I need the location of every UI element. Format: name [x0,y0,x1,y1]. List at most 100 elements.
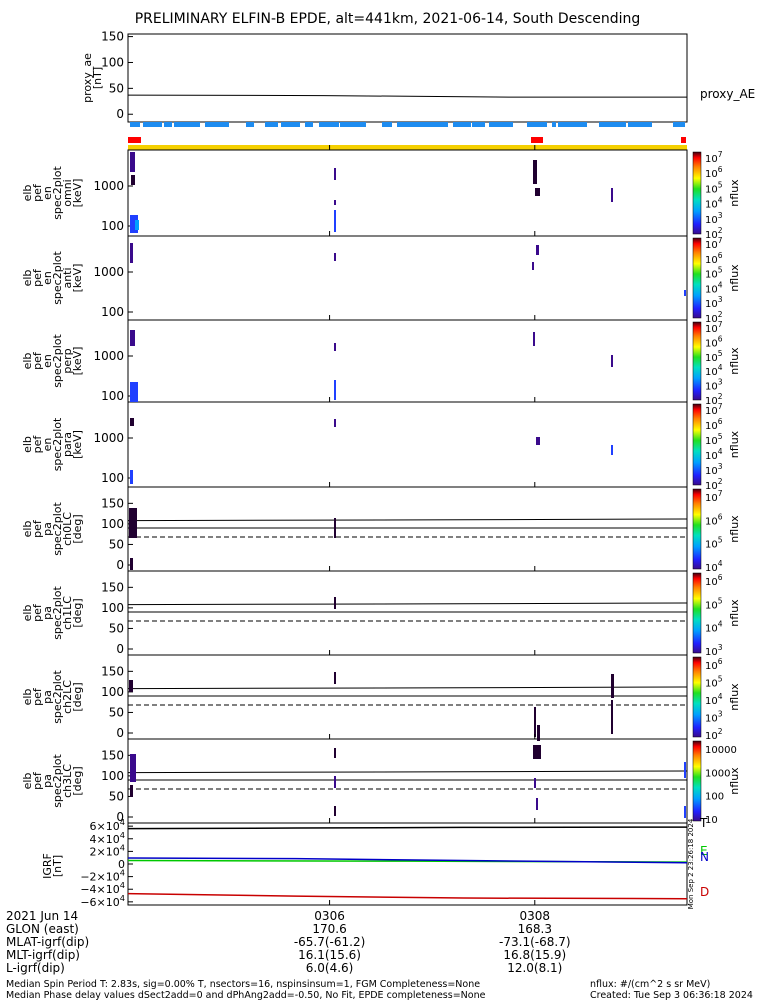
spec_para-colorbar-label: 102 [705,477,723,492]
pa_ch3-ytick-label: 150 [101,748,124,762]
pa_ch3-colorbar-label: 10000 [705,745,737,756]
spec_omni-colorbar-label: 102 [705,226,723,241]
pa_ch0-ytick-label: 0 [116,558,124,572]
ae-coverage-bar [281,122,300,127]
spec_omni-colorbar-label: 106 [705,165,723,180]
ae-coverage-bar [628,122,652,127]
footer-line-3: nflux: #/(cm^2 s sr MeV) [590,979,711,990]
flux-streak [130,382,138,402]
pa_ch1-colorbar-label: 106 [705,573,723,588]
x-row-label: 2021 Jun 14 [6,909,78,923]
spec_anti-ylabel: elbpefenspec2plotanti[keV] [21,251,84,305]
pa_ch2-ytick-label: 150 [101,664,124,678]
pa_ch2-ytick-label: 0 [116,726,124,740]
pa_ch2-colorbar-title: nflux [728,683,741,711]
proxy-ae-frame [127,33,688,123]
x-row-label: MLAT-igrf(dip) [6,935,89,949]
spec_omni-colorbar-label: 107 [705,150,723,165]
red-marker-bar [681,137,686,143]
spec_anti-ytick-label: 1000 [93,265,124,279]
pa_ch2-colorbar-label: 103 [705,710,723,725]
flux-streak [684,806,686,818]
flux-streak [534,778,536,788]
flux-streak [334,597,336,609]
ae-coverage-bar [489,122,513,127]
pa_ch0-colorbar-label: 106 [705,512,723,527]
ae-coverage-bar [246,122,254,127]
pa_ch0-colorbar-label: 104 [705,559,723,574]
flux-streak [334,518,336,538]
pa_ch2-colorbar-label: 104 [705,692,723,707]
plot-title: PRELIMINARY ELFIN-B EPDE, alt=441km, 202… [134,11,641,27]
pa_ch1-ytick-label: 100 [101,601,124,615]
pa_ch3-colorbar [692,740,702,822]
flux-streak [535,188,540,196]
pa_ch1-ytick-label: 0 [116,642,124,656]
flux-streak [334,343,336,351]
flux-streak [334,806,336,816]
pa_ch0-colorbar-label: 105 [705,536,723,551]
flux-streak [533,745,541,759]
ae-coverage-bar [143,122,162,127]
igrf-series-D [127,892,688,900]
x-tick-value: 16.1(15.6) [298,948,361,962]
flux-streak [536,798,538,810]
flux-streak [537,725,540,741]
flux-streak [334,776,336,788]
igrf-series-T [127,826,688,830]
igrf-legend-T: T [699,816,708,830]
x-tick-value: 12.0(8.1) [507,961,562,975]
proxy-ae-line [127,94,687,98]
pa_ch3-ytick-label: 0 [116,810,124,824]
ae-coverage-bar [205,122,229,127]
flux-streak [611,188,613,202]
spec_para-ytick-label: 1000 [93,431,124,445]
flux-streak [130,785,133,797]
ae-coverage-bar [319,122,339,127]
flux-streak [131,175,135,185]
x-tick-value: 170.6 [312,922,346,936]
pa_ch1-antilosscone-line [127,602,688,606]
spec_omni-colorbar-title: nflux [728,179,741,207]
proxy-ae-ytick-label: 0 [116,107,124,121]
flux-streak [130,558,133,570]
pa_ch3-colorbar-label: 100 [705,792,724,803]
flux-streak [135,220,139,230]
pa_ch3-colorbar-label: 10 [705,815,718,826]
igrf-ytick-label: 4×104 [90,830,125,846]
x-tick-value: -73.1(-68.7) [499,935,570,949]
x-tick-value: 0308 [520,909,551,923]
flux-streak [130,215,138,233]
flux-streak [130,754,136,782]
igrf-legend-N: N [700,850,709,864]
pa_ch2-ytick-label: 100 [101,685,124,699]
flux-streak [334,200,336,205]
flux-streak [129,508,137,538]
ae-coverage-bar [174,122,200,127]
ae-coverage-bar [164,122,172,127]
spec_anti-frame [127,235,688,321]
pa_ch1-colorbar-title: nflux [728,599,741,627]
ae-coverage-bar [472,122,485,127]
spec_perp-colorbar-label: 103 [705,378,723,393]
pa_ch3-ytick-label: 50 [109,789,124,803]
flux-streak [130,243,133,263]
flux-streak [684,762,686,778]
spec_perp-ylabel: elbpefenspec2plotperp[keV] [21,334,84,388]
spec_para-colorbar [692,403,702,486]
ae-coverage-bar [305,122,313,127]
ae-coverage-bar [340,122,366,127]
pa_ch3-colorbar-title: nflux [728,767,741,795]
x-tick-value: 0306 [314,909,345,923]
spec_para-colorbar-title: nflux [728,430,741,458]
pa_ch1-frame [127,570,688,656]
ae-coverage-bar [382,122,392,127]
spec_omni-colorbar-label: 103 [705,211,723,226]
x-tick-value: -65.7(-61.2) [294,935,365,949]
pa_ch0-ytick-label: 50 [109,537,124,551]
flux-streak [684,290,686,296]
igrf-ytick-label: −2×104 [80,868,125,884]
x-row-label: GLON (east) [6,922,79,936]
red-marker-bar [531,137,543,143]
